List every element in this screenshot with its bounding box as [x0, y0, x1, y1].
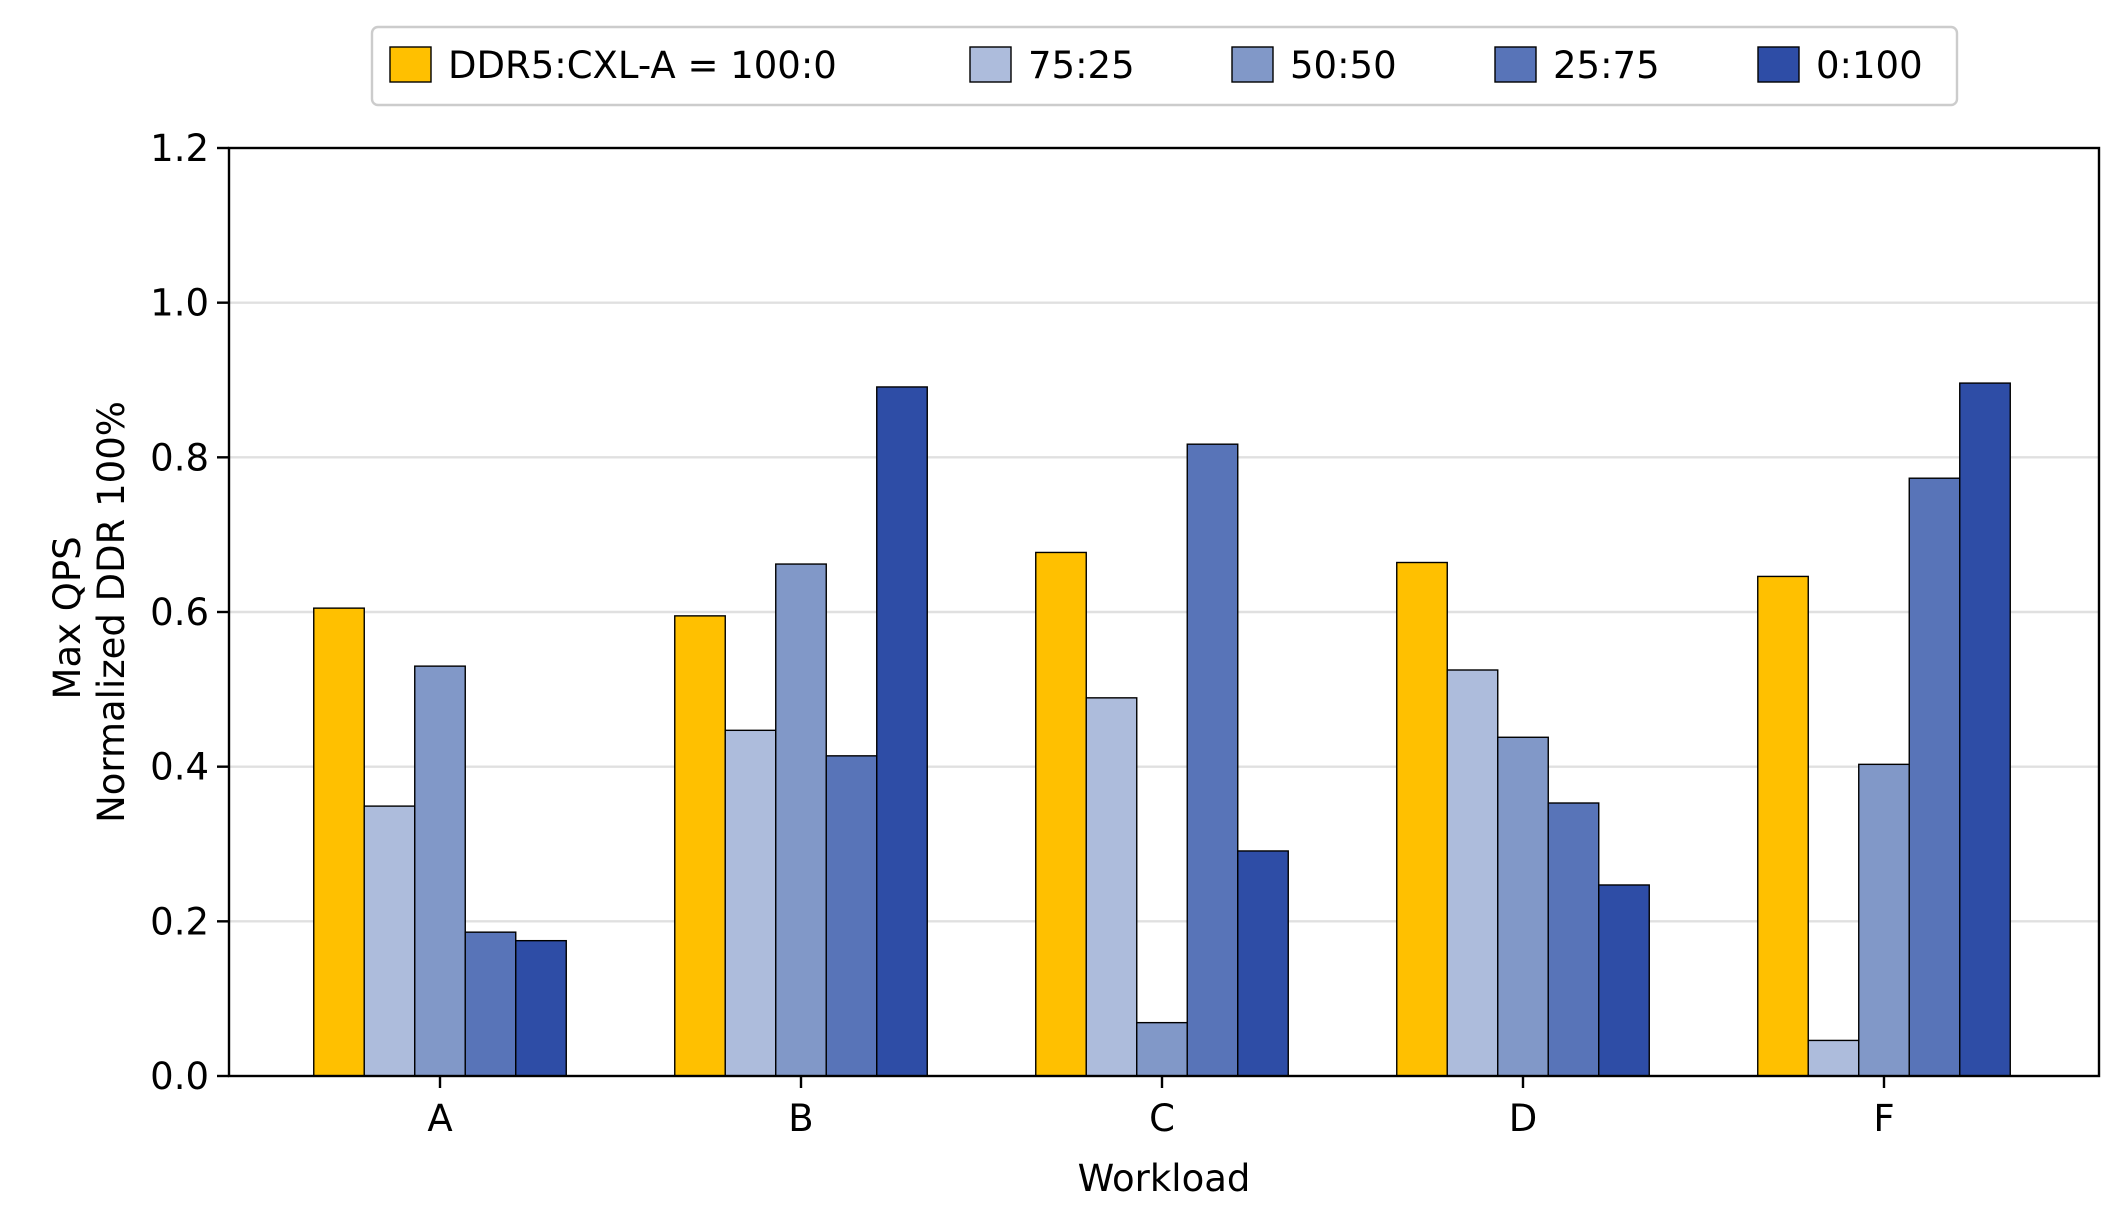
legend-label: 25:75: [1553, 44, 1660, 87]
bar: [1446, 669, 1499, 1077]
bar: [674, 615, 726, 1077]
y-tick-label: 0.8: [150, 436, 209, 479]
bar: [1908, 477, 1961, 1077]
legend-label: DDR5:CXL-A = 100:0: [448, 44, 837, 87]
y-tick-label: 0.2: [150, 900, 209, 943]
x-tick-label: C: [1149, 1097, 1175, 1140]
x-tick-label: B: [788, 1097, 813, 1140]
bar: [1757, 575, 1809, 1077]
bar: [724, 729, 777, 1077]
legend: DDR5:CXL-A = 100:0 75:25 50:50 25:75 0:100: [370, 25, 1959, 107]
legend-swatch: [1757, 46, 1800, 83]
x-tick-label: A: [427, 1097, 452, 1140]
bar: [1547, 802, 1600, 1077]
grid-lines: [229, 301, 2099, 923]
y-tick-label: 1.2: [150, 127, 209, 170]
legend-label: 0:100: [1816, 44, 1923, 87]
y-axis-label-line-2: Normalized DDR 100%: [90, 401, 133, 823]
bar: [1396, 561, 1448, 1077]
bar: [1858, 763, 1910, 1077]
legend-swatch: [1494, 46, 1537, 83]
legend-swatch: [389, 46, 432, 83]
y-axis-ticks: 0.0 0.2 0.4 0.6 0.8 1.0 1.2: [150, 127, 229, 1098]
bar: [464, 931, 517, 1077]
legend-entries: DDR5:CXL-A = 100:0 75:25 50:50 25:75 0:100: [389, 44, 1923, 87]
bar: [1186, 443, 1239, 1077]
legend-label: 50:50: [1290, 44, 1397, 87]
bar: [1035, 551, 1087, 1077]
bar: [1598, 884, 1650, 1077]
bar: [515, 939, 567, 1077]
bar: [1136, 1021, 1188, 1077]
bar: [876, 386, 928, 1077]
bars: [313, 382, 2011, 1077]
legend-frame: [370, 25, 1959, 107]
y-axis-label: Max QPS Normalized DDR 100%: [46, 401, 133, 823]
legend-swatch: [1231, 46, 1274, 83]
y-tick-label: 0.6: [150, 591, 209, 634]
y-tick-label: 0.4: [150, 746, 209, 789]
bar: [1959, 382, 2011, 1077]
legend-label: 75:25: [1028, 44, 1135, 87]
x-tick-label: F: [1873, 1097, 1894, 1140]
bar: [414, 665, 466, 1077]
bar: [1807, 1039, 1860, 1077]
bar: [363, 805, 416, 1077]
y-tick-label: 1.0: [150, 282, 209, 325]
x-axis-label: Workload: [1078, 1157, 1251, 1200]
bar: [1237, 850, 1289, 1077]
bar: [775, 563, 827, 1077]
bar: [313, 607, 365, 1077]
legend-swatch: [969, 46, 1012, 83]
bar: [825, 755, 878, 1077]
y-tick-label: 0.0: [150, 1055, 209, 1098]
bar: [1085, 697, 1138, 1077]
y-axis-label-line-1: Max QPS: [46, 536, 89, 699]
x-tick-label: D: [1509, 1097, 1538, 1140]
bar: [1497, 736, 1549, 1077]
